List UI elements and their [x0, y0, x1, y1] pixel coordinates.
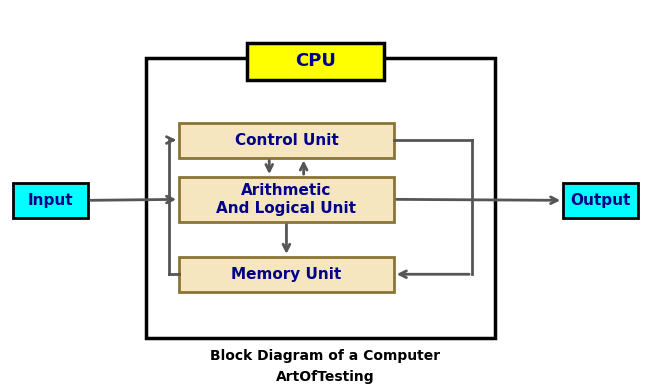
Bar — [247, 43, 384, 80]
Text: Input: Input — [27, 193, 74, 208]
Bar — [179, 257, 394, 292]
Text: ArtOfTesting: ArtOfTesting — [276, 370, 375, 384]
Bar — [13, 183, 88, 218]
Text: Memory Unit: Memory Unit — [231, 267, 342, 282]
Text: Output: Output — [570, 193, 631, 208]
Text: Block Diagram of a Computer: Block Diagram of a Computer — [210, 349, 441, 363]
Bar — [146, 58, 495, 338]
Text: Control Unit: Control Unit — [234, 133, 339, 147]
Text: CPU: CPU — [296, 52, 336, 70]
Bar — [563, 183, 638, 218]
Bar — [179, 123, 394, 158]
Text: Arithmetic
And Logical Unit: Arithmetic And Logical Unit — [216, 182, 357, 216]
Bar — [179, 177, 394, 222]
